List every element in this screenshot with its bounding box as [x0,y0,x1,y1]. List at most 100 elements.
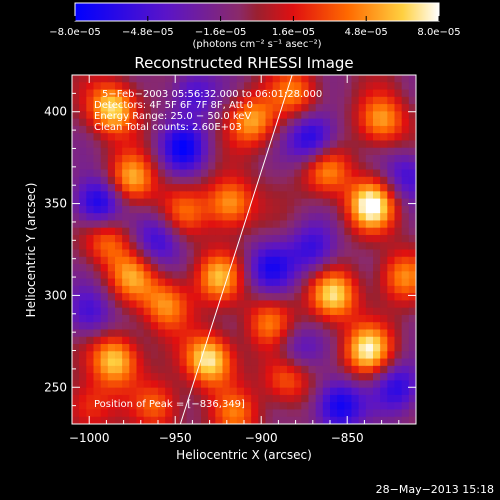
heatmap-cell [373,220,381,229]
heatmap-cell [330,329,338,338]
heatmap-cell [315,300,324,309]
heatmap-cell [287,365,295,374]
heatmap-cell [322,111,331,120]
heatmap-cell [172,264,181,272]
heatmap-cell [172,154,181,163]
heatmap-cell [408,162,416,171]
heatmap-cell [365,111,374,120]
heatmap-cell [322,96,331,105]
heatmap-cell [158,234,166,243]
heatmap-cell [387,293,396,301]
heatmap-cell [373,140,381,149]
heatmap-cell [93,344,102,352]
heatmap-cell [158,394,166,403]
heatmap-cell [201,205,209,214]
heatmap-cell [380,314,388,323]
heatmap-cell [236,169,245,178]
heatmap-cell [129,278,138,287]
heatmap-cell [165,176,173,185]
heatmap-cell [179,329,188,338]
heatmap-cell [136,322,145,331]
heatmap-cell [287,184,295,192]
heatmap-cell [344,300,353,309]
heatmap-cell [373,205,381,214]
heatmap-cell [387,198,396,207]
heatmap-cell [150,140,159,149]
heatmap-cell [351,205,360,214]
heatmap-cell [179,278,188,287]
heatmap-cell [387,140,396,149]
heatmap-cell [258,104,267,112]
heatmap-cell [208,227,216,236]
heatmap-cell [373,154,381,163]
heatmap-cell [394,191,403,200]
heatmap-cell [93,162,102,171]
heatmap-cell [279,256,288,265]
heatmap-cell [165,314,173,323]
heatmap-cell [122,104,130,112]
heatmap-cell [244,416,252,424]
heatmap-cell [380,234,388,243]
heatmap-cell [222,358,231,367]
heatmap-cell [236,96,245,105]
heatmap-cell [330,278,338,287]
heatmap-cell [143,344,152,352]
heatmap-cell [179,293,188,301]
heatmap-cell [330,75,338,83]
heatmap-cell [136,351,145,360]
heatmap-cell [129,125,138,134]
heatmap-cell [258,176,267,185]
heatmap-cell [272,409,281,418]
heatmap-cell [251,351,259,360]
heatmap-cell [365,162,374,171]
heatmap-cell [136,264,145,272]
heatmap-cell [129,162,138,171]
heatmap-cell [272,387,281,396]
heatmap-cell [129,300,138,309]
heatmap-cell [287,118,295,127]
heatmap-cell [279,329,288,338]
heatmap-cell [165,365,173,374]
heatmap-cell [365,358,374,367]
heatmap-cell [229,169,238,178]
heatmap-cell [72,300,80,309]
heatmap-cell [100,96,109,105]
heatmap-cell [387,373,396,381]
heatmap-cell [279,387,288,396]
heatmap-cell [380,75,388,83]
heatmap-cell [365,154,374,163]
heatmap-cell [358,227,367,236]
heatmap-cell [401,191,410,200]
heatmap-cell [294,89,302,98]
heatmap-cell [93,96,102,105]
heatmap-cell [136,154,145,163]
heatmap-cell [86,344,95,352]
heatmap-cell [294,336,302,345]
heatmap-cell [258,198,267,207]
heatmap-cell [265,256,274,265]
heatmap-cell [308,264,317,272]
heatmap-cell [100,358,109,367]
heatmap-cell [351,293,360,301]
heatmap-cell [358,358,367,367]
heatmap-cell [79,358,87,367]
heatmap-cell [301,409,310,418]
heatmap-cell [322,198,331,207]
heatmap-cell [351,118,360,127]
heatmap-cell [287,387,295,396]
heatmap-cell [287,402,295,411]
heatmap-cell [93,184,102,192]
heatmap-cell [165,358,173,367]
heatmap-cell [143,293,152,301]
heatmap-cell [122,373,130,381]
heatmap-cell [236,125,245,134]
heatmap-cell [344,322,353,331]
heatmap-cell [408,271,416,280]
heatmap-cell [79,256,87,265]
heatmap-cell [387,322,396,331]
heatmap-cell [201,351,209,360]
heatmap-cell [330,336,338,345]
heatmap-cell [186,249,195,258]
heatmap-cell [387,344,396,352]
heatmap-cell [143,96,152,105]
